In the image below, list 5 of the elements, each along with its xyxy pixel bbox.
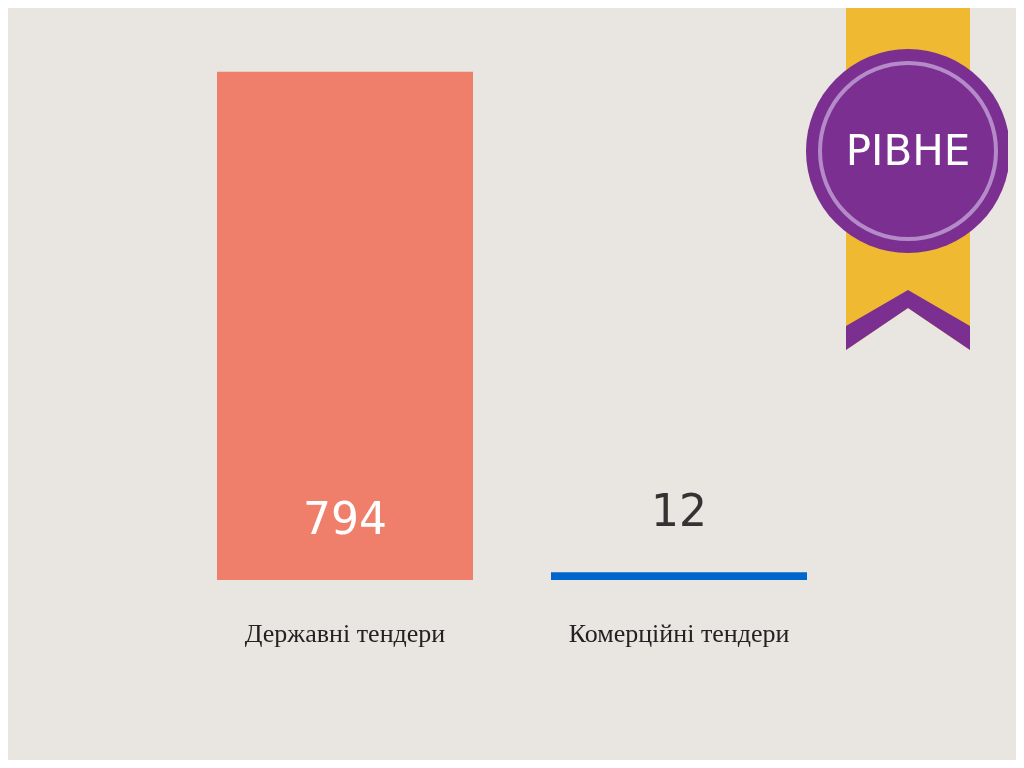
x-tick-label: Державні тендери bbox=[244, 618, 446, 648]
data-label: 12 bbox=[651, 484, 707, 536]
x-tick-label: Комерційні тендери bbox=[568, 618, 790, 648]
data-label: 794 bbox=[303, 492, 387, 544]
text: РІВНЕ bbox=[844, 126, 972, 175]
